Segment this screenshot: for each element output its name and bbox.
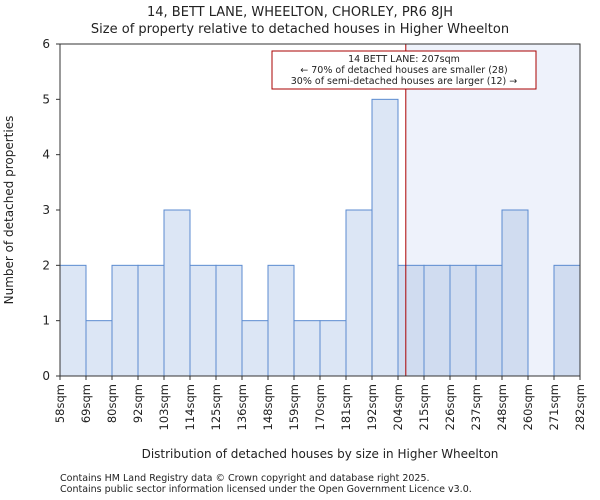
x-tick-label: 271sqm (547, 384, 561, 430)
bar-181sqm (345, 209, 373, 377)
bar-237sqm (475, 264, 503, 377)
x-tick-label: 69sqm (79, 384, 93, 423)
bars-group (59, 98, 581, 377)
annotation-line1: 14 BETT LANE: 207sqm (348, 54, 460, 65)
bar-248sqm (501, 209, 529, 377)
footer-line1: Contains HM Land Registry data © Crown c… (60, 473, 430, 484)
annotation-frame (271, 50, 537, 90)
x-tick-label: 181sqm (339, 384, 353, 430)
x-tick-label: 114sqm (183, 384, 197, 430)
y-tick-label: 5 (42, 92, 50, 106)
bar-204sqm (397, 264, 425, 377)
y-tick-label: 0 (42, 369, 50, 383)
x-axis-label: Distribution of detached houses by size … (142, 447, 499, 461)
x-tick-label: 215sqm (417, 384, 431, 430)
y-tick-label: 6 (42, 37, 50, 51)
bar-226sqm (449, 264, 477, 377)
y-tick-label: 4 (42, 148, 50, 162)
bar-92sqm (137, 264, 165, 377)
bar-125sqm (215, 264, 243, 377)
bar-148sqm (267, 264, 295, 377)
x-tick-label: 282sqm (573, 384, 587, 430)
y-axis-label: Number of detached properties (2, 116, 16, 305)
bar-215sqm (423, 264, 451, 377)
bar-80sqm (111, 264, 139, 377)
bar-192sqm (371, 98, 399, 377)
x-tick-label: 237sqm (469, 384, 483, 430)
x-tick-label: 80sqm (105, 384, 119, 423)
y-tick-label: 1 (42, 314, 50, 328)
y-tick-label: 3 (42, 203, 50, 217)
x-tick-label: 170sqm (313, 384, 327, 430)
bar-136sqm (241, 320, 269, 377)
bar-69sqm (85, 320, 113, 377)
x-tick-label: 136sqm (235, 384, 249, 430)
x-tick-label: 192sqm (365, 384, 379, 430)
annotation-line2: ← 70% of detached houses are smaller (28… (300, 65, 507, 76)
bar-114sqm (189, 264, 217, 377)
bar-271sqm (553, 264, 581, 377)
bar-159sqm (293, 320, 321, 377)
x-tick-label: 103sqm (157, 384, 171, 430)
chart-title-line2: Size of property relative to detached ho… (91, 22, 509, 37)
x-tick-label: 226sqm (443, 384, 457, 430)
x-tick-label: 260sqm (521, 384, 535, 430)
footer-line2: Contains public sector information licen… (60, 484, 472, 495)
x-tick-label: 92sqm (131, 384, 145, 423)
x-tick-label: 58sqm (53, 384, 67, 423)
y-tick-label: 2 (42, 258, 50, 272)
x-tick-label: 204sqm (391, 384, 405, 430)
annotation-line3: 30% of semi-detached houses are larger (… (291, 76, 518, 87)
bar-58sqm (59, 264, 87, 377)
chart-title-line1: 14, BETT LANE, WHEELTON, CHORLEY, PR6 8J… (147, 5, 453, 20)
plot-area: 0 1 2 3 4 5 6 58sqm 69sqm 80sqm 92sqm 103sqm 114sqm… (42, 37, 587, 430)
bar-170sqm (319, 320, 347, 377)
annotation-box: 14 BETT LANE: 207sqm ← 70% of detached h… (271, 50, 537, 90)
y-axis-ticks: 0 1 2 3 4 5 6 (42, 37, 60, 383)
x-tick-label: 248sqm (495, 384, 509, 430)
bar-103sqm (163, 209, 191, 377)
x-tick-label: 148sqm (261, 384, 275, 430)
x-axis-ticks: 58sqm 69sqm 80sqm 92sqm 103sqm 114sqm 125sqm 13… (53, 376, 587, 430)
x-tick-label: 159sqm (287, 384, 301, 430)
x-tick-label: 125sqm (209, 384, 223, 430)
